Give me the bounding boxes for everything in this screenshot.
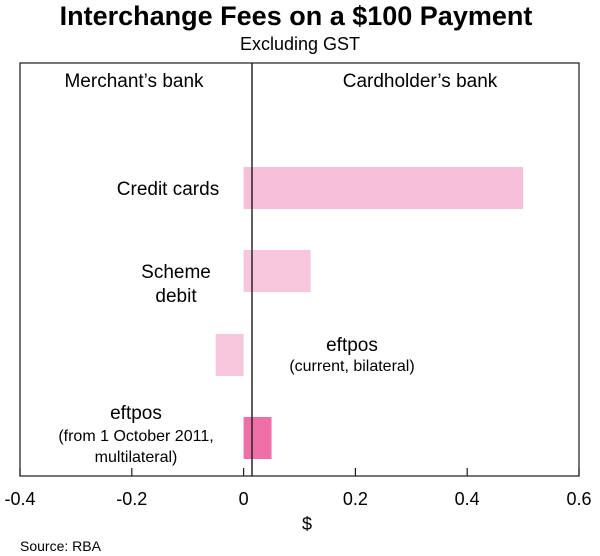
category-sublabel-3: (from 1 October 2011, [58,428,213,445]
x-axis-ticks: -0.4 -0.2 0 0.2 0.4 0.6 [4,468,592,509]
cardholder-bank-label: Cardholder’s bank [343,71,498,92]
bars [215,167,524,459]
x-tick-label: 0.2 [343,489,368,509]
source-note: Source: RBA [20,538,102,554]
chart-title: Interchange Fees on a $100 Payment [60,1,533,31]
category-sublabel-3: multilateral) [95,449,178,466]
chart-subtitle: Excluding GST [240,34,360,54]
category-labels: Credit cards Scheme debit eftpos (current, b… [58,179,414,466]
x-tick-label: -0.4 [4,489,35,509]
x-tick-label: 0 [239,489,249,509]
category-label-1: Scheme [141,262,211,283]
bar-3 [243,417,272,459]
plot-frame [19,62,580,477]
category-label-1: debit [155,286,197,307]
bar-1 [243,250,311,292]
merchant-bank-label: Merchant’s bank [64,71,204,92]
x-tick-label: 0.4 [455,489,480,509]
x-axis-label: $ [302,514,312,534]
x-tick-label: 0.6 [566,489,591,509]
category-label-3: eftpos [110,403,162,424]
category-label-0: Credit cards [117,179,219,200]
bar-0 [243,167,524,209]
x-tick-label: -0.2 [116,489,147,509]
bar-2 [215,334,244,376]
category-label-2: eftpos [326,335,378,356]
category-sublabel-2: (current, bilateral) [289,358,414,375]
